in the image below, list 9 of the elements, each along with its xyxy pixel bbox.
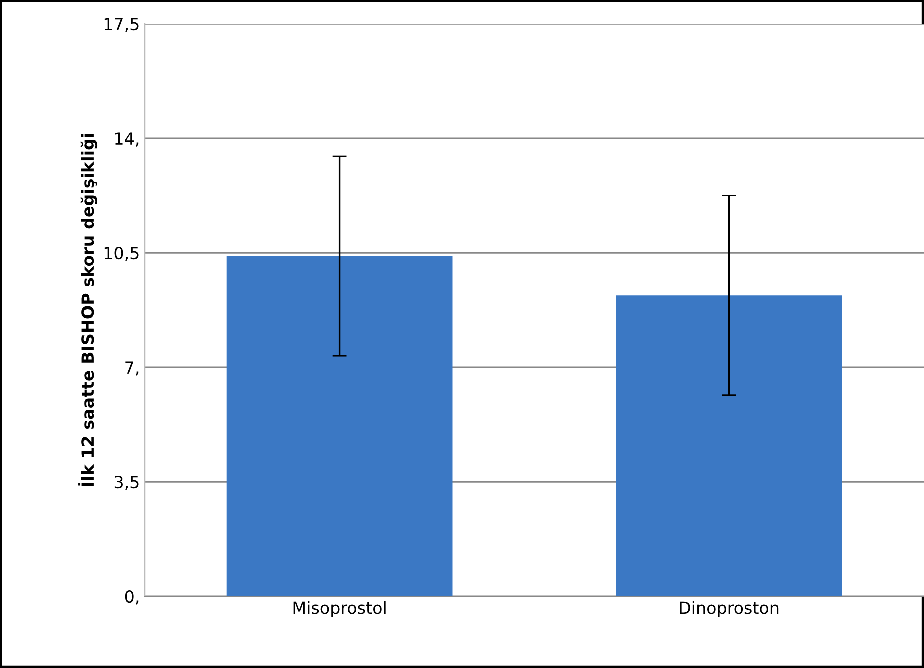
x-tick-label: Misoprostol [294,601,386,618]
y-tick-label: 0, [125,590,139,605]
x-tick-label: Dinoproston [680,601,779,618]
y-tick-label: 17,5 [104,18,139,32]
y-tick-label: 10,5 [104,247,139,262]
y-tick-label: 14, [116,132,139,147]
y-tick-label: 3,5 [114,476,139,490]
y-tick-label: 7, [126,362,139,376]
y-axis-title: İlk 12 saatte BISHOP skoru değişikliği [78,134,98,486]
